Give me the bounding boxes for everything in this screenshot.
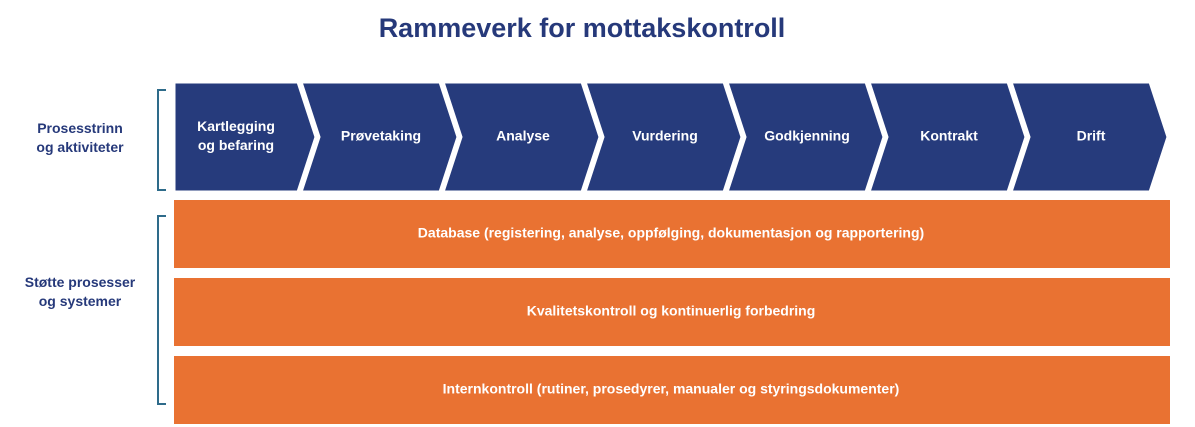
support-bar	[174, 200, 1170, 268]
section-label: Støtte prosesser	[25, 274, 136, 290]
step-label: Drift	[1077, 128, 1106, 144]
step-label: Godkjenning	[764, 128, 850, 144]
section-label: og systemer	[39, 293, 122, 309]
step-label: Prøvetaking	[341, 128, 421, 144]
chevron	[866, 80, 1028, 194]
bracket	[157, 215, 166, 405]
title: Rammeverk for mottakskontroll	[379, 13, 786, 43]
step-label: og befaring	[198, 137, 274, 153]
chevron	[724, 80, 886, 194]
support-label: Kvalitetskontroll og kontinuerlig forbed…	[527, 303, 816, 319]
section-label: og aktiviteter	[36, 139, 124, 155]
step-label: Analyse	[496, 128, 550, 144]
support-bar	[174, 278, 1170, 346]
step-label: Vurdering	[632, 128, 698, 144]
step-label: Kartlegging	[197, 118, 275, 134]
bracket	[157, 89, 166, 191]
section-label: Prosesstrinn	[37, 120, 123, 136]
chevron	[582, 80, 744, 194]
step-label: Kontrakt	[920, 128, 978, 144]
chevron	[1008, 80, 1170, 194]
chevron	[298, 80, 460, 194]
support-label: Internkontroll (rutiner, prosedyrer, man…	[443, 381, 900, 397]
support-label: Database (registering, analyse, oppfølgi…	[418, 225, 924, 241]
chevron	[440, 80, 602, 194]
chevron	[172, 80, 318, 194]
support-bar	[174, 356, 1170, 424]
